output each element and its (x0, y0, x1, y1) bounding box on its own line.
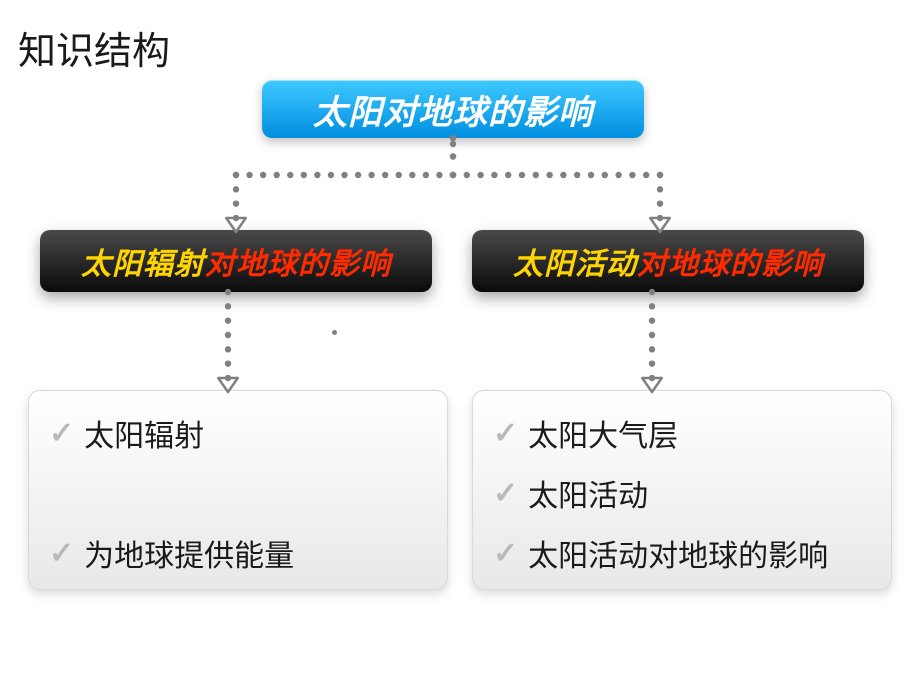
root-node: 太阳对地球的影响 (262, 80, 644, 138)
list-item-label: 为地球提供能量 (84, 531, 294, 575)
list-item: ✓ 为地球提供能量 (49, 531, 294, 575)
check-icon: ✓ (493, 416, 518, 451)
branch-radiation-part1: 太阳辐射 (81, 239, 205, 283)
page-title: 知识结构 (18, 20, 170, 75)
check-icon: ✓ (49, 536, 74, 571)
branch-radiation-part2: 对地球的影响 (205, 239, 391, 283)
branch-activity-part2: 对地球的影响 (637, 239, 823, 283)
branch-activity-part1: 太阳活动 (513, 239, 637, 283)
branch-node-radiation: 太阳辐射对地球的影响 (40, 230, 432, 292)
check-icon: ✓ (493, 476, 518, 511)
check-icon: ✓ (493, 536, 518, 571)
list-item-label: 太阳大气层 (528, 411, 678, 455)
list-item-label: 太阳活动 (528, 471, 648, 515)
leaf-box-radiation: ✓ 太阳辐射 ✓ 为地球提供能量 (28, 390, 448, 590)
list-item: ✓ 太阳辐射 (49, 411, 204, 455)
list-item-label: 太阳活动对地球的影响 (528, 531, 828, 575)
page-title-text: 知识结构 (18, 31, 170, 73)
list-item: ✓ 太阳活动对地球的影响 (493, 531, 828, 575)
check-icon: ✓ (49, 416, 74, 451)
decoration-dot (332, 330, 337, 335)
leaf-box-activity: ✓ 太阳大气层 ✓ 太阳活动 ✓ 太阳活动对地球的影响 (472, 390, 892, 590)
list-item: ✓ 太阳活动 (493, 471, 648, 515)
list-item: ✓ 太阳大气层 (493, 411, 678, 455)
branch-node-activity: 太阳活动对地球的影响 (472, 230, 864, 292)
root-node-label: 太阳对地球的影响 (313, 85, 593, 134)
list-item-label: 太阳辐射 (84, 411, 204, 455)
